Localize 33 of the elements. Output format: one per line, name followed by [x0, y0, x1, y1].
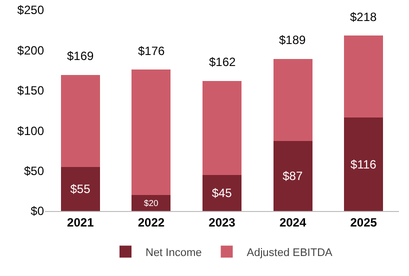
y-tick-label: $200	[17, 43, 44, 58]
legend-label: Net Income	[146, 246, 202, 259]
data-label: $87	[282, 169, 303, 184]
y-tick-label: $0	[30, 204, 44, 218]
bar	[132, 194, 171, 211]
y-tick-label: $250	[17, 3, 44, 18]
data-label: $20	[144, 198, 158, 208]
y-tick-label: $150	[17, 84, 44, 98]
y-tick-label: $50	[24, 164, 44, 178]
x-tick-label: 2023	[208, 215, 236, 230]
x-tick-label: 2024	[279, 215, 306, 230]
data-label: $116	[350, 157, 377, 172]
x-tick-label: 2025	[350, 215, 378, 230]
bar	[202, 174, 242, 211]
bar	[132, 70, 171, 195]
y-tick-label: $100	[17, 124, 44, 138]
x-tick-label: 2021	[67, 215, 94, 230]
bar	[273, 141, 312, 211]
data-label: $55	[70, 182, 91, 196]
legend-label: Adjusted EBITDA	[246, 246, 334, 259]
bar	[202, 80, 242, 175]
total-label: $218	[350, 10, 378, 24]
bar	[273, 59, 312, 142]
total-label: $189	[279, 33, 306, 47]
bar	[344, 118, 384, 211]
bar	[344, 36, 384, 118]
total-label: $162	[209, 55, 236, 69]
bar	[60, 75, 100, 167]
bar	[60, 166, 100, 211]
x-tick-label: 2022	[138, 215, 165, 230]
data-label: $45	[212, 186, 232, 200]
total-label: $169	[67, 49, 94, 63]
total-label: $176	[138, 44, 166, 58]
